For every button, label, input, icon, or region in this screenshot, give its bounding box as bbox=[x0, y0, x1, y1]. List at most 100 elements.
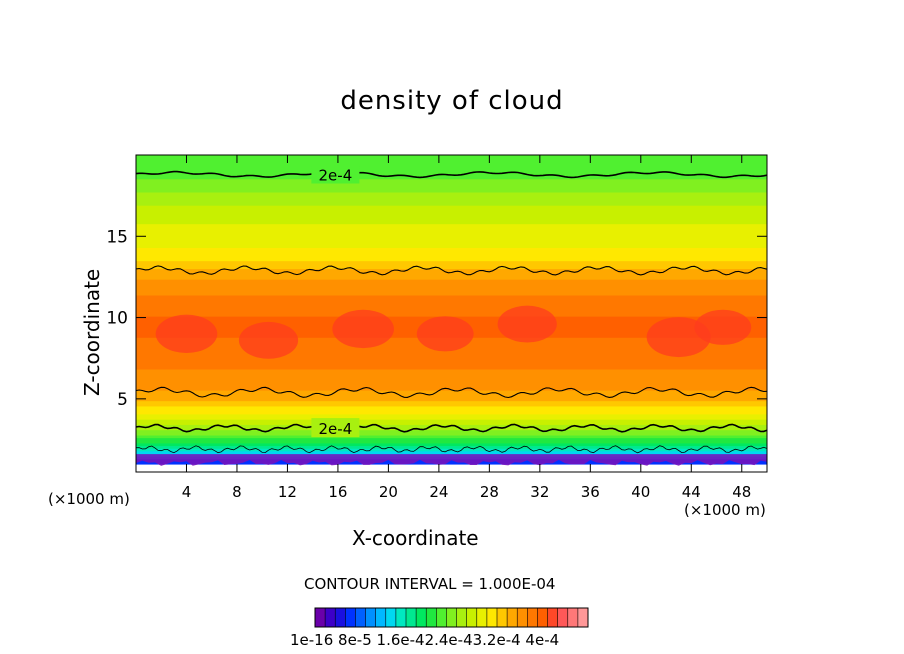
field-band bbox=[136, 349, 767, 354]
field-band bbox=[136, 281, 767, 285]
x-tick-label: 40 bbox=[631, 483, 650, 501]
density-field bbox=[136, 155, 767, 472]
field-band bbox=[136, 191, 767, 196]
field-band bbox=[136, 183, 767, 188]
field-band bbox=[136, 254, 767, 259]
field-band bbox=[136, 273, 767, 278]
colorbar-swatch bbox=[456, 608, 467, 627]
core-patch bbox=[694, 309, 752, 345]
colorbar-swatch bbox=[335, 608, 346, 627]
y-axis: 5 10 15 bbox=[106, 227, 767, 410]
field-band bbox=[136, 228, 767, 233]
x-tick-label: 8 bbox=[232, 483, 242, 501]
core-patch bbox=[416, 316, 474, 352]
colorbar-swatch bbox=[315, 608, 326, 627]
x-tick-label: 36 bbox=[581, 483, 600, 501]
field-band bbox=[136, 225, 767, 230]
contour-line bbox=[136, 445, 767, 454]
field-band bbox=[136, 310, 767, 314]
field-band bbox=[136, 262, 767, 267]
field-band bbox=[136, 209, 767, 214]
field-band bbox=[136, 426, 767, 431]
field-band bbox=[136, 180, 767, 185]
colorbar-swatch bbox=[466, 608, 478, 627]
field-band bbox=[136, 260, 767, 264]
field-band bbox=[136, 186, 767, 190]
x-tick-label: 32 bbox=[530, 483, 549, 501]
colorbar-swatch bbox=[497, 608, 508, 627]
field-band bbox=[136, 236, 767, 241]
cloud-base bbox=[136, 454, 767, 466]
field-band bbox=[136, 437, 767, 441]
field-band bbox=[136, 413, 767, 418]
y-tick-label: 15 bbox=[106, 227, 128, 247]
colorbar-swatch bbox=[537, 608, 548, 627]
field-band bbox=[136, 188, 767, 193]
y-tick-label: 10 bbox=[106, 309, 128, 329]
field-band bbox=[136, 394, 767, 399]
x-tick-label: 16 bbox=[328, 483, 347, 501]
field-band bbox=[136, 313, 767, 317]
field-band bbox=[136, 202, 767, 206]
colorbar-swatch bbox=[507, 608, 518, 627]
colorbar-swatch bbox=[416, 608, 427, 627]
field-band bbox=[136, 368, 767, 373]
field-band bbox=[136, 217, 767, 222]
field-band bbox=[136, 167, 767, 172]
field-band bbox=[136, 360, 767, 365]
field-band bbox=[136, 215, 767, 219]
field-band bbox=[136, 365, 767, 370]
colorbar-swatch bbox=[385, 608, 397, 627]
colorbar-swatch bbox=[355, 608, 366, 627]
x-unit-label-left: (×1000 m) bbox=[48, 490, 130, 508]
field-band bbox=[136, 363, 767, 367]
field-band bbox=[136, 431, 767, 436]
field-band bbox=[136, 357, 767, 362]
colorbar-swatch bbox=[486, 608, 498, 627]
field-band bbox=[136, 355, 767, 359]
colorbar-swatch bbox=[436, 608, 447, 627]
colorbar bbox=[314, 607, 589, 628]
core-patch bbox=[332, 309, 394, 349]
field-band bbox=[136, 268, 767, 272]
contour-lines bbox=[136, 170, 767, 454]
field-band bbox=[136, 278, 767, 283]
field-band bbox=[136, 386, 767, 391]
chart-title: density of cloud bbox=[340, 86, 564, 116]
x-tick-label: 24 bbox=[429, 483, 448, 501]
field-band bbox=[136, 249, 767, 254]
colorbar-swatch bbox=[557, 608, 569, 627]
colorbar-swatch bbox=[476, 608, 488, 627]
field-band bbox=[136, 283, 767, 288]
colorbar-swatch bbox=[426, 608, 437, 627]
colorbar-swatch bbox=[547, 608, 558, 627]
x-tick-label: 44 bbox=[682, 483, 701, 501]
core-patch bbox=[155, 314, 218, 354]
field-band bbox=[136, 233, 767, 238]
field-band bbox=[136, 162, 767, 167]
field-band bbox=[136, 466, 767, 470]
field-band bbox=[136, 170, 767, 174]
field-band bbox=[136, 223, 767, 227]
field-band bbox=[136, 352, 767, 357]
field-band bbox=[136, 371, 767, 375]
field-band bbox=[136, 439, 767, 444]
contour-line bbox=[136, 386, 767, 399]
colorbar-swatch bbox=[567, 608, 579, 627]
field-band bbox=[136, 207, 767, 211]
x-tick-label: 4 bbox=[182, 483, 192, 501]
field-band bbox=[136, 175, 767, 180]
x-tick-label: 48 bbox=[732, 483, 751, 501]
x-axis: 4 8 12 16 20 24 28 32 36 40 44 48 bbox=[182, 155, 751, 501]
colorbar-swatch bbox=[517, 608, 528, 627]
contour-labels: 2e-4 2e-4 bbox=[311, 164, 360, 438]
field-band bbox=[136, 397, 767, 402]
field-band bbox=[136, 376, 767, 381]
field-band bbox=[136, 307, 767, 312]
field-band bbox=[136, 289, 767, 293]
field-band bbox=[136, 204, 767, 209]
colorbar-swatch bbox=[375, 608, 387, 627]
contour-label: 2e-4 bbox=[319, 420, 353, 438]
x-tick-label: 28 bbox=[480, 483, 499, 501]
field-band bbox=[136, 429, 767, 433]
